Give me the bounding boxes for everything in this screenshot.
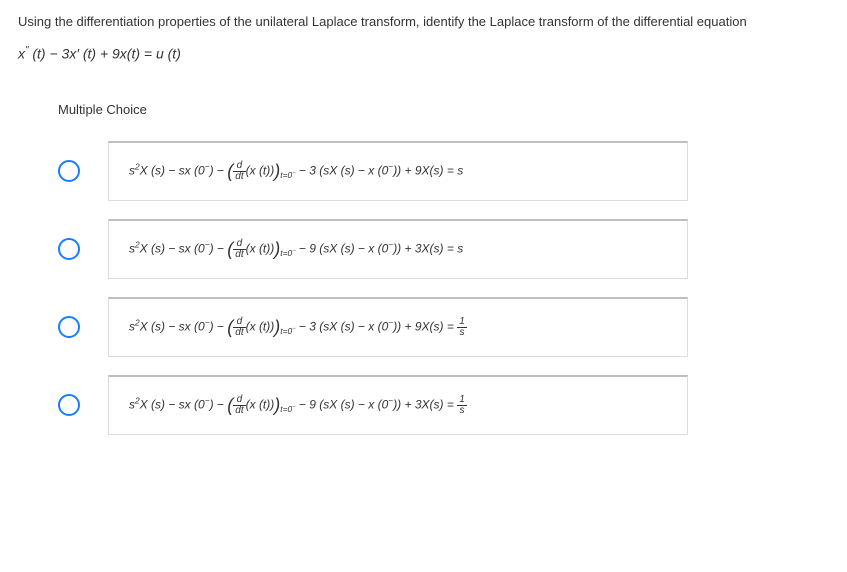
radio-option-1[interactable] bbox=[58, 238, 80, 260]
choice-formula: s2X (s) − sx (0−) − (ddt(x (t)))t=0− − 3… bbox=[129, 317, 467, 338]
multiple-choice-container: Multiple Choice s2X (s) − sx (0−) − (ddt… bbox=[58, 102, 778, 435]
choice-row: s2X (s) − sx (0−) − (ddt(x (t)))t=0− − 3… bbox=[58, 141, 778, 201]
differential-equation: x" (t) − 3x′ (t) + 9x(t) = u (t) bbox=[18, 45, 829, 62]
section-label: Multiple Choice bbox=[58, 102, 778, 117]
choice-formula: s2X (s) − sx (0−) − (ddt(x (t)))t=0− − 9… bbox=[129, 395, 467, 416]
question-prompt: Using the differentiation properties of … bbox=[18, 14, 829, 29]
choice-row: s2X (s) − sx (0−) − (ddt(x (t)))t=0− − 9… bbox=[58, 219, 778, 279]
choice-box-3[interactable]: s2X (s) − sx (0−) − (ddt(x (t)))t=0− − 9… bbox=[108, 375, 688, 435]
radio-option-2[interactable] bbox=[58, 316, 80, 338]
choice-box-2[interactable]: s2X (s) − sx (0−) − (ddt(x (t)))t=0− − 3… bbox=[108, 297, 688, 357]
choice-box-1[interactable]: s2X (s) − sx (0−) − (ddt(x (t)))t=0− − 9… bbox=[108, 219, 688, 279]
choice-box-0[interactable]: s2X (s) − sx (0−) − (ddt(x (t)))t=0− − 3… bbox=[108, 141, 688, 201]
radio-option-0[interactable] bbox=[58, 160, 80, 182]
choice-row: s2X (s) − sx (0−) − (ddt(x (t)))t=0− − 3… bbox=[58, 297, 778, 357]
radio-option-3[interactable] bbox=[58, 394, 80, 416]
choice-formula: s2X (s) − sx (0−) − (ddt(x (t)))t=0− − 3… bbox=[129, 161, 463, 182]
choice-formula: s2X (s) − sx (0−) − (ddt(x (t)))t=0− − 9… bbox=[129, 239, 463, 260]
choice-row: s2X (s) − sx (0−) − (ddt(x (t)))t=0− − 9… bbox=[58, 375, 778, 435]
